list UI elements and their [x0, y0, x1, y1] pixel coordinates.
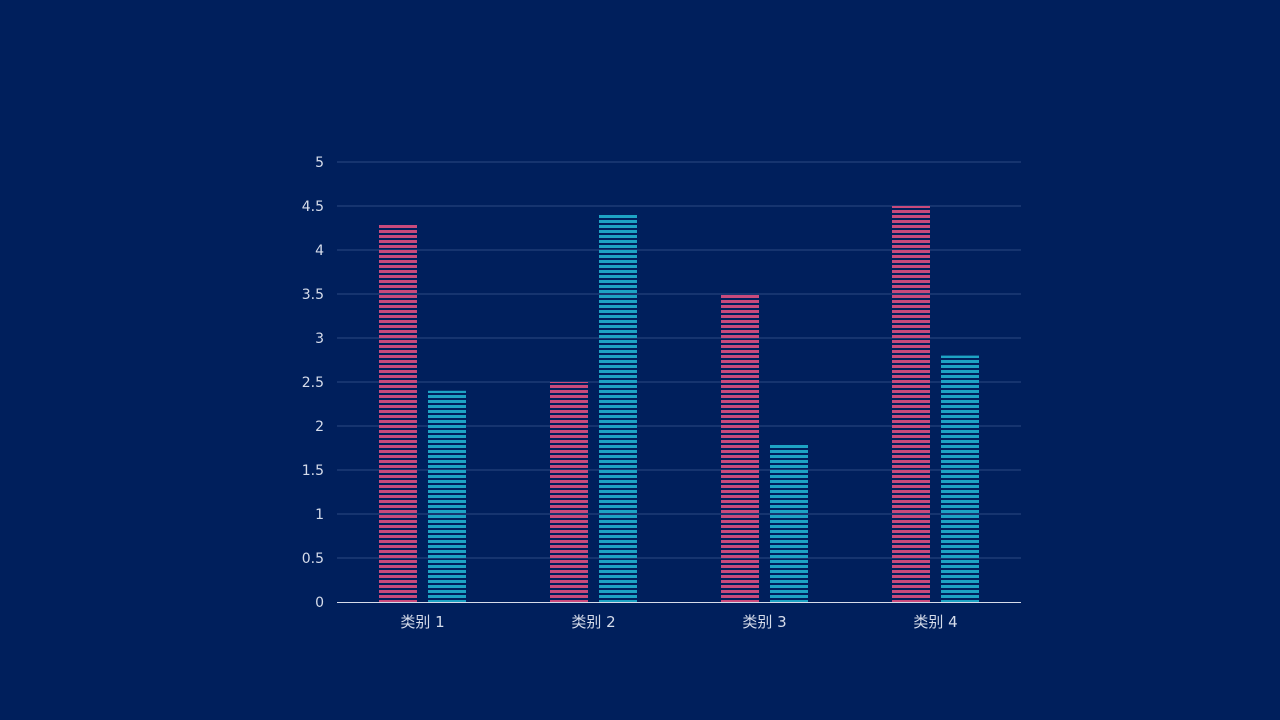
x-tick-label: 类别 3	[742, 613, 786, 631]
y-tick-label: 1.5	[302, 463, 324, 479]
bars	[379, 206, 979, 603]
bar-series-2-cat-1	[428, 390, 466, 602]
y-tick-label: 1	[315, 507, 324, 523]
x-tick-label: 类别 1	[400, 613, 444, 631]
y-tick-label: 2	[315, 419, 324, 435]
bar-series-2-cat-2	[599, 214, 637, 603]
y-tick-label: 4.5	[302, 199, 324, 215]
bar-series-1-cat-2	[550, 382, 588, 602]
x-tick-label: 类别 4	[913, 613, 957, 631]
y-tick-label: 3.5	[302, 287, 324, 303]
bar-series-2-cat-3	[770, 443, 808, 602]
x-tick-label: 类别 2	[571, 613, 615, 631]
bar-series-1-cat-4	[892, 206, 930, 602]
bar-series-2-cat-4	[941, 355, 979, 602]
y-tick-label: 0.5	[302, 551, 324, 567]
x-axis-labels: 类别 1 类别 2 类别 3 类别 4	[400, 613, 957, 631]
y-tick-label: 2.5	[302, 375, 324, 391]
bar-series-1-cat-1	[379, 223, 417, 602]
bar-series-1-cat-3	[721, 294, 759, 602]
y-tick-label: 3	[315, 331, 324, 347]
y-axis-ticks: 0 0.5 1 1.5 2 2.5 3 3.5 4 4.5 5	[302, 155, 324, 611]
y-tick-label: 5	[315, 155, 324, 171]
y-tick-label: 0	[315, 595, 324, 611]
y-tick-label: 4	[315, 243, 324, 259]
